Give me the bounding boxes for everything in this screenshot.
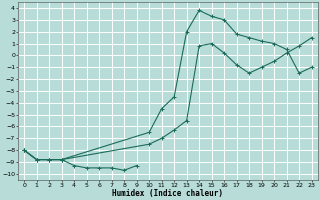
X-axis label: Humidex (Indice chaleur): Humidex (Indice chaleur) [112,189,223,198]
